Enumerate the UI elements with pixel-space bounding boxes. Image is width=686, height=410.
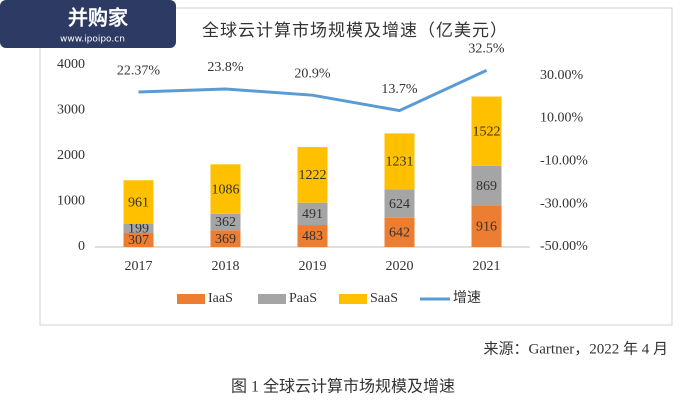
data-label: 199 [128,222,149,237]
y-tick-label: 1000 [57,194,85,209]
legend-label: IaaS [208,291,233,306]
bar-segment [384,217,415,247]
legend-swatch [177,294,205,304]
y2-tick-label: 30.00% [540,68,584,83]
caption: 图 1 全球云计算市场规模及增速 [231,377,455,396]
source: 来源：Gartner，2022 年 4 月 [483,340,668,357]
line-label: 32.5% [468,42,505,57]
bar-segment [384,189,415,218]
logo-box [0,0,176,48]
bar-segment [297,202,328,226]
y-tick-label: 3000 [57,103,85,118]
y2-tick-label: -50.00% [540,239,588,254]
line-label: 22.37% [117,63,161,78]
line-label: 23.8% [207,60,244,75]
data-label: 362 [215,215,236,230]
data-label: 1086 [212,182,240,197]
data-label: 369 [215,232,236,247]
bar-segment [297,225,328,247]
bar-segment [123,233,154,247]
data-label: 869 [476,179,497,194]
data-label: 624 [389,197,410,212]
logo-url: www.ipoipo.cn [60,35,125,45]
data-label: 642 [389,226,410,241]
y2-tick-label: -10.00% [540,154,588,169]
x-tick-label: 2017 [125,259,153,274]
legend-swatch [258,294,286,304]
logo-name: 并购家 [68,6,129,30]
y2-tick-label: -30.00% [540,196,588,211]
legend-label: SaaS [370,291,398,306]
y-tick-label: 0 [78,239,85,254]
y2-tick-label: 10.00% [540,111,584,126]
line-label: 13.7% [381,82,418,97]
legend-label: PaaS [289,291,317,306]
data-label: 483 [302,229,323,244]
x-tick-label: 2018 [212,259,240,274]
data-label: 307 [128,233,149,248]
legend-swatch [339,294,367,304]
bar-segment [210,213,241,231]
y-tick-label: 2000 [57,148,85,163]
x-tick-label: 2020 [386,259,414,274]
legend-label: 增速 [453,290,481,306]
data-label: 1222 [299,168,327,183]
chart-title: 全球云计算市场规模及增速（亿美元） [202,21,508,40]
x-tick-label: 2019 [299,259,327,274]
bar-segment [471,96,502,166]
data-label: 916 [476,219,497,234]
line [138,68,488,113]
bar-segment [297,147,328,203]
bar-segment [384,133,415,190]
x-tick-label: 2021 [473,259,501,274]
line-label: 20.9% [294,66,331,81]
data-label: 491 [302,207,323,222]
data-label: 961 [128,195,149,210]
bar-segment [210,230,241,247]
data-label: 1231 [386,155,414,170]
bar-segment [123,180,154,224]
data-label: 1522 [473,124,501,139]
bar-segment [471,165,502,206]
bar-segment [123,223,154,234]
bar-segment [210,164,241,214]
chart-border [39,7,673,326]
y-tick-label: 4000 [57,57,85,72]
bar-segment [471,205,502,247]
